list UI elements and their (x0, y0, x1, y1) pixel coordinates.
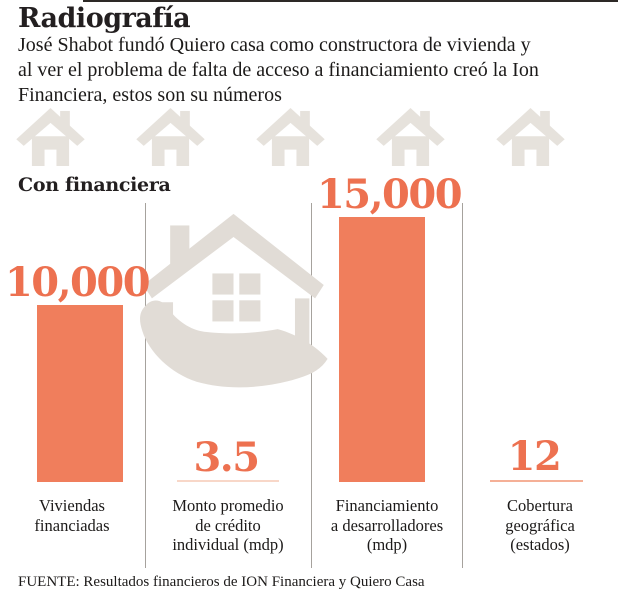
category-line: de crédito (195, 515, 261, 535)
category-line: (mdp) (366, 535, 408, 554)
value-label-monto: 3.5 (193, 434, 260, 481)
column-divider (462, 203, 463, 568)
category-label-financiamiento: Financiamiento a desarrolladores (mdp) (305, 496, 469, 555)
house-icon (16, 108, 85, 166)
hand-holding-house-icon (140, 213, 328, 388)
column-divider (311, 203, 312, 568)
house-icon (256, 108, 325, 166)
column-divider (145, 203, 146, 568)
value-label-viviendas: 10,000 (4, 259, 151, 306)
house-icon (496, 108, 565, 166)
house-icon (136, 108, 205, 166)
category-line: financiadas (34, 515, 110, 535)
subtitle-line-3: Financiera, estos son su números (18, 84, 282, 106)
subtitle-line-1: José Shabot fundó Quiero casa como const… (18, 34, 531, 56)
category-line: a desarrolladores (330, 515, 444, 535)
category-line: Financiamiento (335, 496, 439, 515)
category-line: (estados) (510, 535, 570, 554)
page-title: Radiografía (18, 3, 191, 34)
bar-cobertura-geografica (490, 480, 583, 482)
category-line: geográfica (505, 515, 575, 535)
subtitle-line-2: al ver el problema de falta de acceso a … (18, 59, 539, 81)
chart-title: Con financiera (18, 174, 171, 196)
bar-viviendas-financiadas (37, 305, 123, 482)
bar-monto-promedio (177, 480, 279, 482)
subtitle: José Shabot fundó Quiero casa como const… (18, 33, 612, 108)
bar-financiamiento-desarrolladores (339, 217, 425, 482)
house-icon (376, 108, 445, 166)
house-icons-row (13, 108, 568, 166)
source-note: FUENTE: Resultados financieros de ION Fi… (18, 574, 425, 590)
category-label-cobertura: Cobertura geográfica (estados) (458, 496, 618, 555)
category-line: Monto promedio (172, 496, 284, 515)
value-label-cobertura: 12 (507, 433, 562, 480)
category-line: Cobertura (507, 496, 573, 515)
value-label-financiamiento: 15,000 (316, 171, 463, 218)
category-line: Viviendas (39, 496, 105, 515)
category-line: individual (mdp) (172, 535, 284, 554)
top-rule (83, 0, 618, 2)
category-label-viviendas: Viviendas financiadas (0, 496, 154, 535)
category-label-monto: Monto promedio de crédito individual (md… (146, 496, 310, 555)
